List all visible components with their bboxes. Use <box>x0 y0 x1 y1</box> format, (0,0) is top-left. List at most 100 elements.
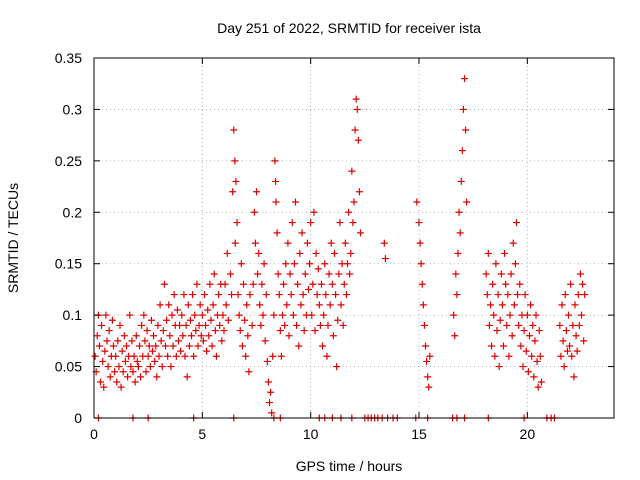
data-point <box>462 126 470 134</box>
data-point <box>557 352 565 360</box>
y-tick-label: 0 <box>74 410 82 426</box>
data-point <box>220 327 228 335</box>
data-point <box>351 126 359 134</box>
data-point <box>261 337 269 345</box>
data-point <box>326 301 334 309</box>
data-point <box>455 208 463 216</box>
data-point <box>272 198 280 206</box>
data-point <box>253 188 260 196</box>
data-point <box>268 409 276 417</box>
data-point <box>201 291 208 299</box>
data-point <box>569 321 577 329</box>
data-point <box>176 321 184 329</box>
data-point <box>494 291 502 299</box>
data-point <box>417 260 425 268</box>
data-point <box>416 239 424 247</box>
data-point <box>566 342 574 350</box>
data-point <box>262 291 270 299</box>
data-point <box>419 301 427 309</box>
data-point <box>274 270 282 278</box>
data-point <box>321 260 329 268</box>
data-point <box>227 270 234 278</box>
data-point <box>119 368 127 376</box>
data-point <box>530 373 538 381</box>
data-point <box>296 249 304 257</box>
data-point <box>193 280 201 288</box>
data-point <box>231 157 239 165</box>
data-point <box>183 373 191 381</box>
data-point <box>106 373 114 381</box>
data-point <box>310 208 318 216</box>
data-point <box>177 347 185 355</box>
data-point <box>580 337 588 345</box>
data-point <box>147 316 155 324</box>
data-point <box>340 280 348 288</box>
data-point <box>151 357 159 365</box>
data-point <box>275 291 283 299</box>
data-point <box>332 291 340 299</box>
data-point <box>132 332 140 340</box>
data-point <box>281 321 289 329</box>
data-point <box>563 347 571 355</box>
data-point <box>180 291 188 299</box>
data-point <box>415 219 423 227</box>
data-point <box>267 388 275 396</box>
data-point <box>454 249 462 257</box>
data-point <box>335 270 343 278</box>
data-point <box>297 301 305 309</box>
data-point <box>501 249 509 257</box>
data-point <box>199 337 207 345</box>
data-point <box>423 357 431 365</box>
data-point <box>279 311 286 319</box>
data-point <box>316 321 324 329</box>
data-point <box>245 368 253 376</box>
data-point <box>567 280 575 288</box>
data-point <box>166 332 174 340</box>
data-point <box>181 352 189 360</box>
data-point <box>230 126 238 134</box>
data-point <box>488 342 496 350</box>
data-point <box>175 337 182 345</box>
data-point <box>255 249 263 257</box>
y-tick-label: 0.15 <box>55 256 82 272</box>
data-point <box>425 383 433 391</box>
data-point <box>521 291 529 299</box>
data-point <box>573 347 581 355</box>
data-point <box>457 177 465 185</box>
data-point <box>483 291 491 299</box>
data-point <box>508 332 516 340</box>
data-point <box>511 260 519 268</box>
data-point <box>237 260 245 268</box>
data-point <box>292 198 299 206</box>
data-point <box>211 327 219 335</box>
data-point <box>93 332 101 340</box>
data-point <box>273 229 281 237</box>
data-point <box>194 342 202 350</box>
data-point <box>276 327 284 335</box>
data-point <box>294 280 302 288</box>
data-point <box>502 280 510 288</box>
data-point <box>461 75 468 83</box>
data-point <box>497 270 505 278</box>
data-point <box>100 383 108 391</box>
data-point <box>337 301 345 309</box>
data-point <box>113 378 121 386</box>
data-point <box>357 229 364 237</box>
data-point <box>293 321 301 329</box>
data-point <box>346 270 354 278</box>
data-point <box>215 291 223 299</box>
data-point <box>249 280 257 288</box>
data-point <box>150 332 158 340</box>
data-point <box>208 342 216 350</box>
data-point <box>453 291 461 299</box>
data-point <box>111 368 119 376</box>
data-point <box>485 321 493 329</box>
data-point <box>241 316 249 324</box>
data-point <box>259 311 267 319</box>
data-point <box>170 291 178 299</box>
data-point <box>323 352 331 360</box>
data-point <box>560 363 568 371</box>
data-point <box>145 342 153 350</box>
data-point <box>206 280 214 288</box>
